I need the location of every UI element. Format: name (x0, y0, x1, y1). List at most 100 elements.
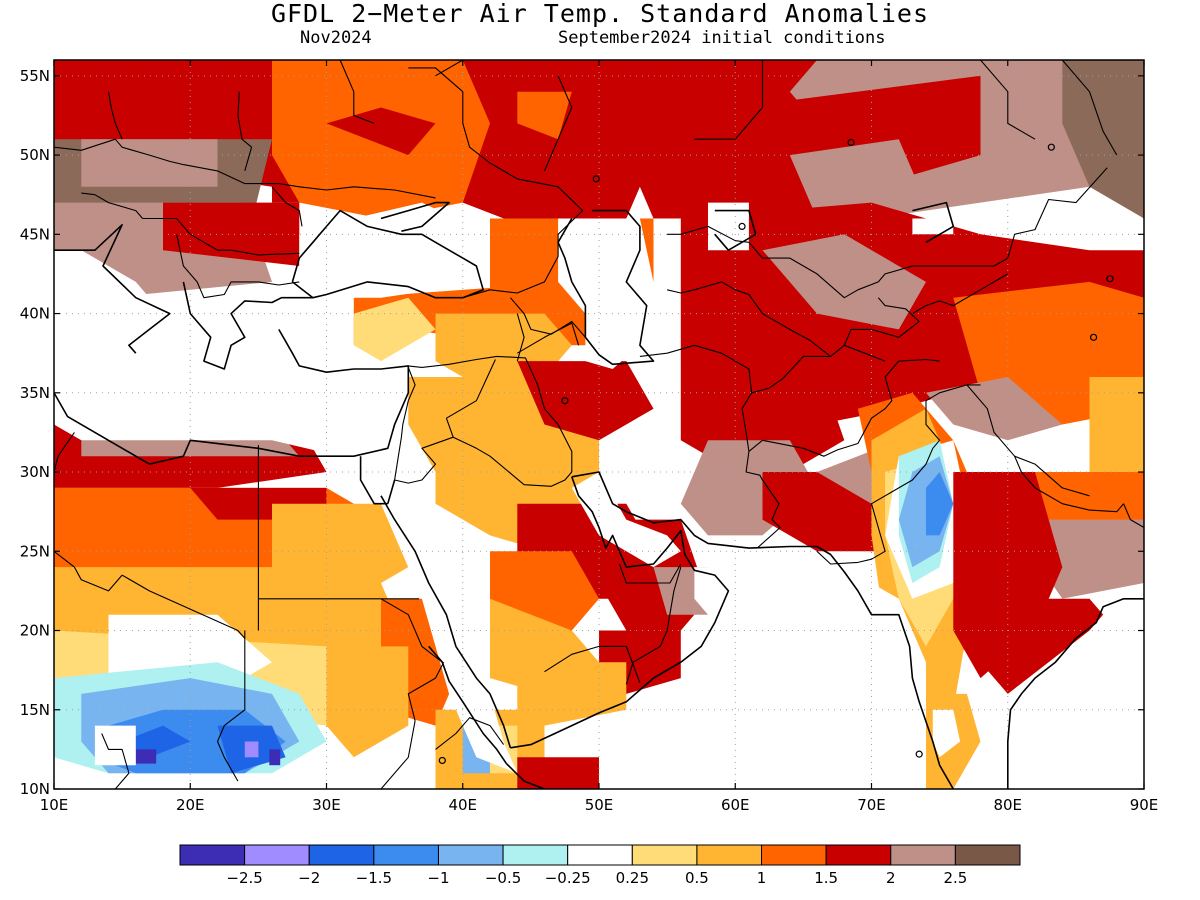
border-4 (142, 217, 300, 256)
coastline-2 (54, 329, 410, 465)
initial-conditions: September2024 initial conditions (558, 28, 886, 48)
masked-area-4 (54, 313, 409, 457)
lat-tick-label-6: 40N (20, 305, 50, 323)
anomaly-region-19 (1089, 377, 1144, 472)
lat-tick-label-3: 25N (20, 542, 50, 560)
masked-area-9 (599, 583, 926, 789)
coastline-3 (291, 209, 485, 299)
lon-tick-label-7: 80E (993, 796, 1022, 814)
border-35 (741, 392, 781, 549)
legend-swatch-3 (373, 844, 439, 866)
lon-tick-label-1: 20E (176, 796, 205, 814)
anomaly-region-73 (932, 709, 961, 758)
masked-area-10 (994, 598, 1144, 789)
lake-outline-8 (847, 138, 855, 147)
legend-swatch-10 (825, 844, 892, 866)
lon-tick-label-3: 40E (448, 796, 477, 814)
lake-outline-6 (1089, 333, 1098, 341)
anomaly-region-62 (517, 757, 599, 789)
lon-tick-label-2: 30E (312, 796, 341, 814)
border-49 (694, 60, 764, 140)
axis-ticks: 10E 20E 30E 40E 50E 60E 70E 80E 90E 10N 15N 20N 25N 3… (20, 60, 1159, 814)
border-19 (216, 630, 246, 742)
coastline-15 (505, 763, 545, 789)
lake-outline-7 (1106, 275, 1114, 283)
border-46 (1014, 455, 1090, 497)
masked-area-8 (694, 567, 736, 615)
map-plot-area (54, 60, 1144, 789)
legend-swatch-11 (890, 844, 956, 866)
legend-label-8: 1 (757, 869, 767, 887)
lake-outline-4 (438, 756, 446, 765)
border-24 (101, 733, 130, 789)
border-25 (216, 741, 239, 782)
masked-area-0 (299, 202, 490, 298)
border-44 (966, 384, 1125, 513)
border-29 (380, 720, 416, 789)
border-13 (394, 367, 416, 481)
coastline-9 (359, 456, 388, 505)
border-11 (516, 313, 525, 362)
border-3 (81, 192, 144, 219)
anomaly-region-53 (122, 725, 191, 758)
lon-tick-label-0: 10E (40, 796, 69, 814)
anomaly-region-71 (980, 598, 1117, 694)
lake-outline-1 (1047, 143, 1055, 151)
legend-swatch-0 (179, 844, 246, 866)
lat-tick-label-5: 35N (20, 384, 50, 402)
lat-tick-label-9: 55N (20, 67, 50, 85)
legend-label-5: −0.25 (545, 869, 591, 887)
lat-tick-label-1: 15N (20, 701, 50, 719)
lake-outline-5 (561, 397, 569, 405)
legend-swatch-1 (244, 844, 310, 866)
coastline-0 (54, 224, 171, 354)
legend-label-7: 0.5 (685, 869, 709, 887)
masked-area-6 (353, 472, 518, 774)
anomaly-region-8 (462, 60, 654, 235)
border-8 (408, 67, 584, 299)
coastline-13 (1006, 597, 1144, 789)
border-47 (1061, 60, 1118, 156)
lake-outline-3 (915, 750, 923, 758)
border-50 (543, 75, 573, 172)
legend-label-1: −2 (298, 869, 320, 887)
border-39 (666, 281, 831, 357)
legend-swatch-4 (437, 844, 504, 866)
coastline-11 (510, 476, 730, 749)
border-0 (54, 138, 436, 199)
border-9 (435, 60, 464, 77)
border-26 (380, 598, 443, 663)
legend-swatch-5 (502, 844, 569, 866)
legend-swatch-6 (567, 844, 633, 866)
border-23 (54, 432, 75, 473)
border-5 (176, 234, 300, 299)
legend-swatch-2 (308, 844, 375, 866)
masked-area-5 (54, 250, 177, 346)
border-31 (544, 645, 641, 683)
border-36 (748, 376, 893, 457)
border-27 (407, 661, 445, 722)
legend-label-10: 2 (886, 869, 896, 887)
color-legend: −2.5 −2 −1.5 −1 −0.5 −0.25 0.25 0.5 1 1.5 2 2.5 (179, 844, 1021, 887)
border-30 (625, 566, 682, 685)
anomaly-region-31 (517, 361, 654, 441)
lat-tick-label-7: 45N (20, 225, 50, 243)
border-37 (884, 358, 940, 378)
coastline-1 (182, 281, 313, 370)
border-33 (517, 322, 580, 354)
legend-swatch-8 (696, 844, 763, 866)
legend-label-3: −1 (427, 869, 449, 887)
map-title: GFDL 2−Meter Air Temp. Standard Anomalie… (270, 0, 930, 28)
lat-tick-label-8: 50N (20, 146, 50, 164)
border-21 (73, 566, 123, 592)
border-16 (452, 436, 573, 487)
lon-tick-label-8: 90E (1130, 796, 1159, 814)
coastline-5 (557, 209, 655, 366)
anomaly-region-28 (353, 297, 436, 362)
lake-outline-2 (738, 222, 746, 231)
border-14 (446, 359, 496, 419)
legend-swatch-7 (631, 844, 698, 866)
border-10 (509, 297, 586, 338)
coastline-4 (380, 201, 450, 232)
coastline-12 (571, 471, 955, 789)
